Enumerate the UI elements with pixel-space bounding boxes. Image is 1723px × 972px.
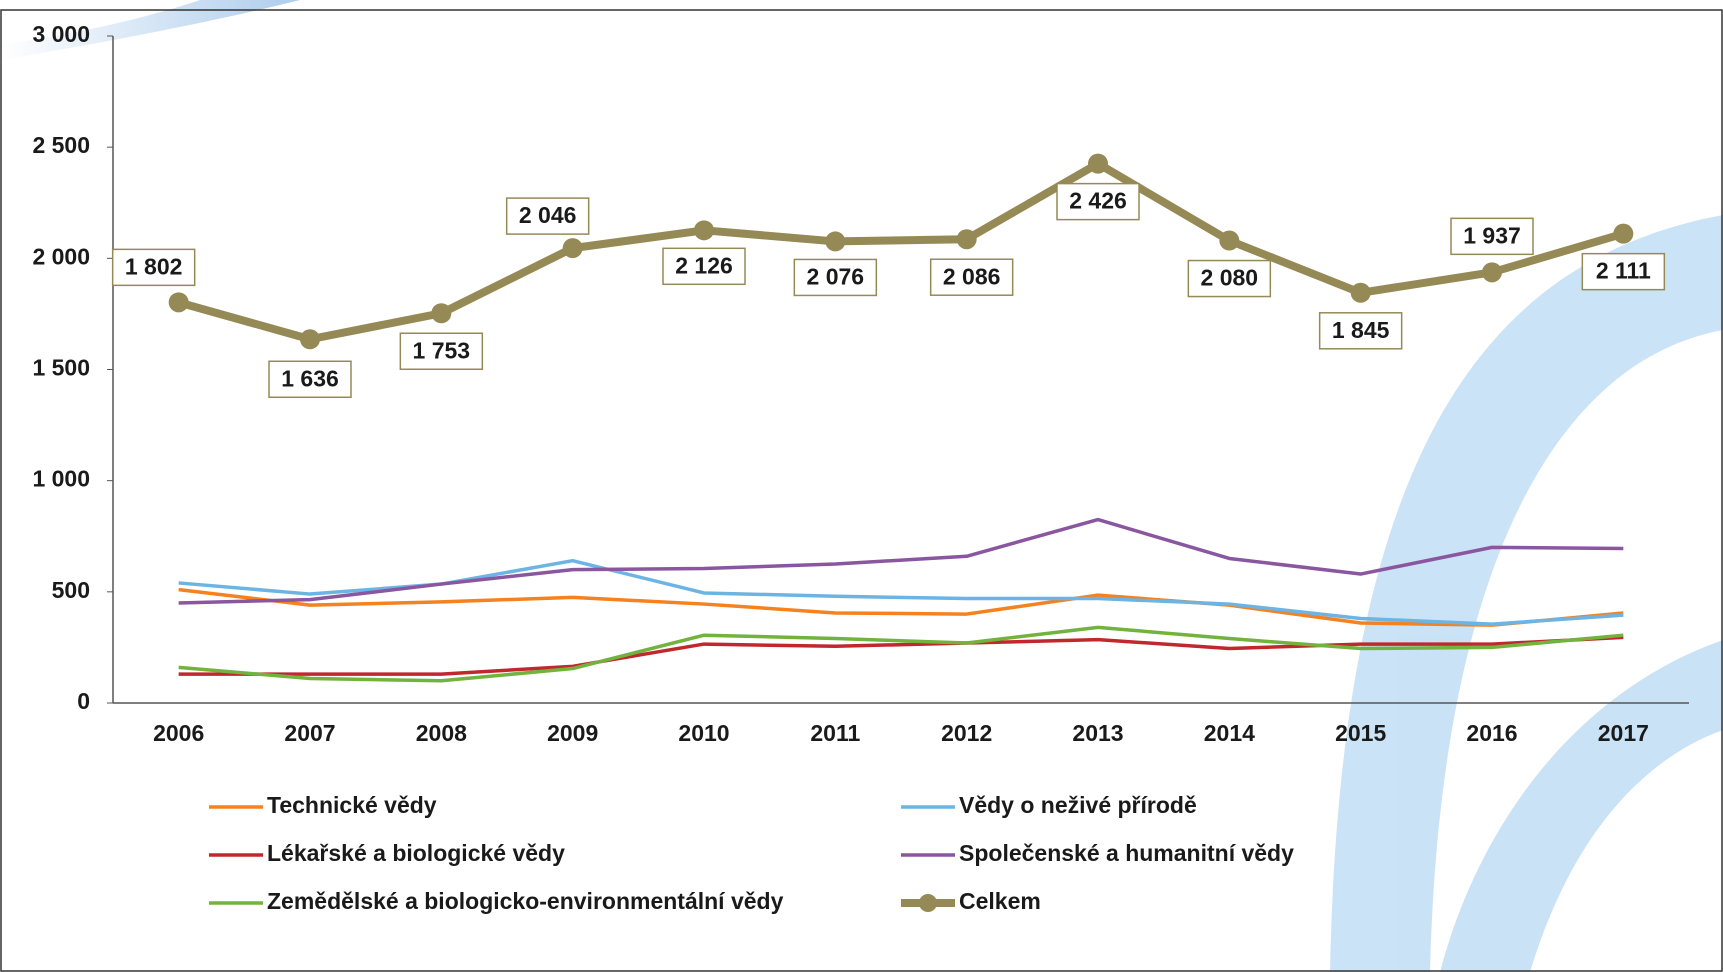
x-tick-label: 2009 — [547, 720, 598, 746]
point — [1613, 224, 1633, 244]
chart: 0 500 1 000 1 500 2 000 2 500 3 000 2006 2007 200… — [0, 0, 1723, 972]
point — [431, 303, 451, 323]
point — [1088, 154, 1108, 174]
x-tick-label: 2006 — [153, 720, 204, 746]
y-tick-label: 1 500 — [32, 355, 90, 381]
data-label: 2 126 — [675, 252, 733, 278]
data-label: 1 802 — [125, 253, 183, 279]
x-tick-label: 2015 — [1335, 720, 1386, 746]
data-label: 2 426 — [1069, 188, 1127, 214]
legend-label: Zemědělské a biologicko-environmentální … — [267, 888, 784, 914]
data-label: 1 636 — [281, 365, 339, 391]
legend-label: Lékařské a biologické vědy — [267, 840, 565, 866]
data-label: 2 086 — [943, 263, 1001, 289]
legend-marker — [919, 894, 937, 912]
x-tick-label: 2013 — [1072, 720, 1123, 746]
x-tick-label: 2017 — [1598, 720, 1649, 746]
y-tick-label: 1 000 — [32, 466, 90, 492]
x-tick-label: 2007 — [284, 720, 335, 746]
x-tick-label: 2014 — [1204, 720, 1255, 746]
point — [1482, 262, 1502, 282]
x-tick-label: 2008 — [416, 720, 467, 746]
legend-label: Vědy o neživé přírodě — [959, 792, 1197, 818]
x-tick-label: 2012 — [941, 720, 992, 746]
y-tick-label: 0 — [77, 688, 90, 714]
data-label: 2 046 — [519, 202, 577, 228]
background-decoration — [0, 0, 1723, 972]
legend-label: Společenské a humanitní vědy — [959, 840, 1294, 866]
y-tick-label: 500 — [52, 577, 90, 603]
data-label: 1 845 — [1332, 317, 1390, 343]
data-label: 2 111 — [1596, 258, 1651, 284]
data-label: 1 753 — [413, 337, 471, 363]
point — [694, 220, 714, 240]
data-label: 2 080 — [1201, 265, 1259, 291]
y-tick-label: 3 000 — [32, 21, 90, 47]
legend-label: Technické vědy — [267, 792, 437, 818]
point — [1351, 283, 1371, 303]
data-label: 2 076 — [807, 264, 865, 290]
data-label: 1 937 — [1463, 222, 1521, 248]
point — [300, 329, 320, 349]
point — [169, 292, 189, 312]
x-tick-label: 2010 — [678, 720, 729, 746]
y-tick-label: 2 000 — [32, 243, 90, 269]
y-tick-label: 2 500 — [32, 132, 90, 158]
legend-label: Celkem — [959, 888, 1041, 914]
point — [825, 231, 845, 251]
point — [1219, 231, 1239, 251]
series-line — [179, 164, 1624, 340]
point — [957, 229, 977, 249]
x-tick-label: 2016 — [1466, 720, 1517, 746]
x-tick-label: 2011 — [810, 720, 860, 746]
point — [563, 238, 583, 258]
